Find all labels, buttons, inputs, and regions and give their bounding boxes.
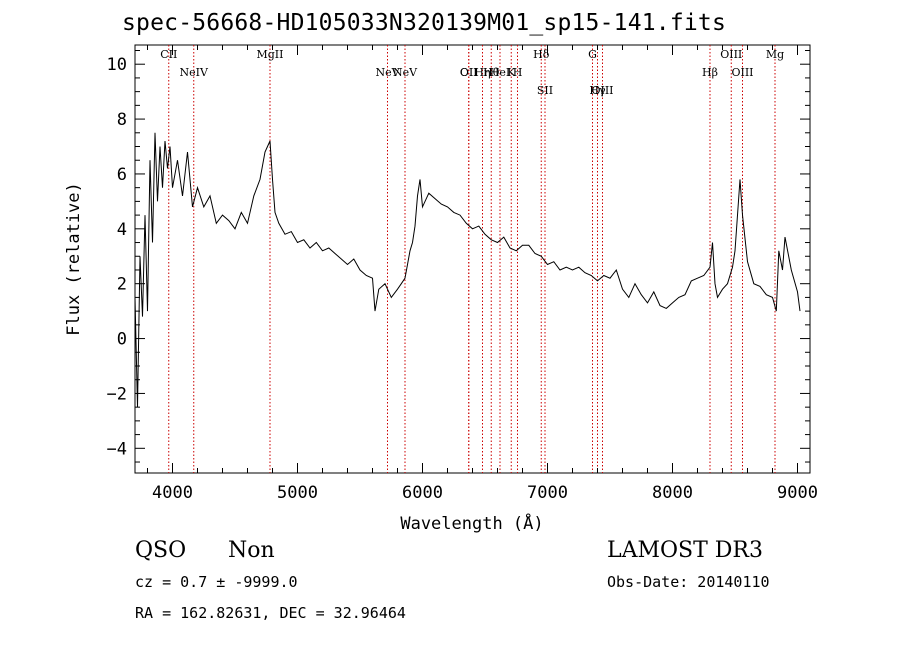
object-subclass: Non <box>228 538 275 563</box>
marker-label: NeIV <box>180 66 209 79</box>
marker-label: Hδ <box>533 48 550 61</box>
x-tick-label: 6000 <box>402 483 443 503</box>
survey-label: LAMOST DR3 <box>607 538 763 563</box>
marker-label: Hθ <box>483 66 500 79</box>
x-tick-label: 7000 <box>527 483 568 503</box>
marker-label: OII <box>460 66 478 79</box>
marker-label: G <box>588 48 597 61</box>
marker-label: Hγ <box>589 84 606 97</box>
y-tick-label: 8 <box>117 110 127 130</box>
spectrum-line <box>134 132 801 408</box>
plot-frame <box>134 44 811 474</box>
marker-label: Hη <box>474 66 490 79</box>
marker-label: HeI <box>490 66 510 79</box>
y-tick-label: 10 <box>107 55 127 75</box>
chart-title: spec-56668-HD105033N320139M01_sp15-141.f… <box>122 10 727 36</box>
observation-date: Obs-Date: 20140110 <box>607 573 770 591</box>
marker-label: OII <box>460 66 478 79</box>
marker-label: H <box>513 66 523 79</box>
x-tick-label: 5000 <box>277 483 318 503</box>
x-tick-label: 8000 <box>652 483 693 503</box>
y-tick-label: 2 <box>117 275 127 295</box>
x-tick-label: 4000 <box>152 483 193 503</box>
redshift-value: cz = 0.7 ± -9999.0 <box>135 573 298 591</box>
marker-label: MgII <box>257 48 284 61</box>
marker-label: OIII <box>720 48 742 61</box>
y-tick-label: 4 <box>117 220 127 240</box>
y-tick-label: 0 <box>117 330 127 350</box>
marker-label: NeV <box>375 66 400 79</box>
y-tick-label: −2 <box>107 384 127 404</box>
marker-label: Mg <box>766 48 784 61</box>
y-tick-label: −4 <box>107 439 127 459</box>
marker-label: NeV <box>393 66 418 79</box>
marker-label: CII <box>160 48 177 61</box>
marker-label: Hβ <box>702 66 718 79</box>
marker-label: K <box>507 66 516 79</box>
object-class: QSO <box>135 538 187 563</box>
marker-label: SII <box>537 84 553 97</box>
x-tick-label: 9000 <box>777 483 818 503</box>
y-tick-label: 6 <box>117 165 127 185</box>
x-axis-label: Wavelength (Å) <box>400 512 543 534</box>
y-axis-label: Flux (relative) <box>64 182 84 336</box>
marker-label: OIII <box>591 84 613 97</box>
marker-label: OIII <box>731 66 753 79</box>
coordinates: RA = 162.82631, DEC = 32.96464 <box>135 604 406 622</box>
